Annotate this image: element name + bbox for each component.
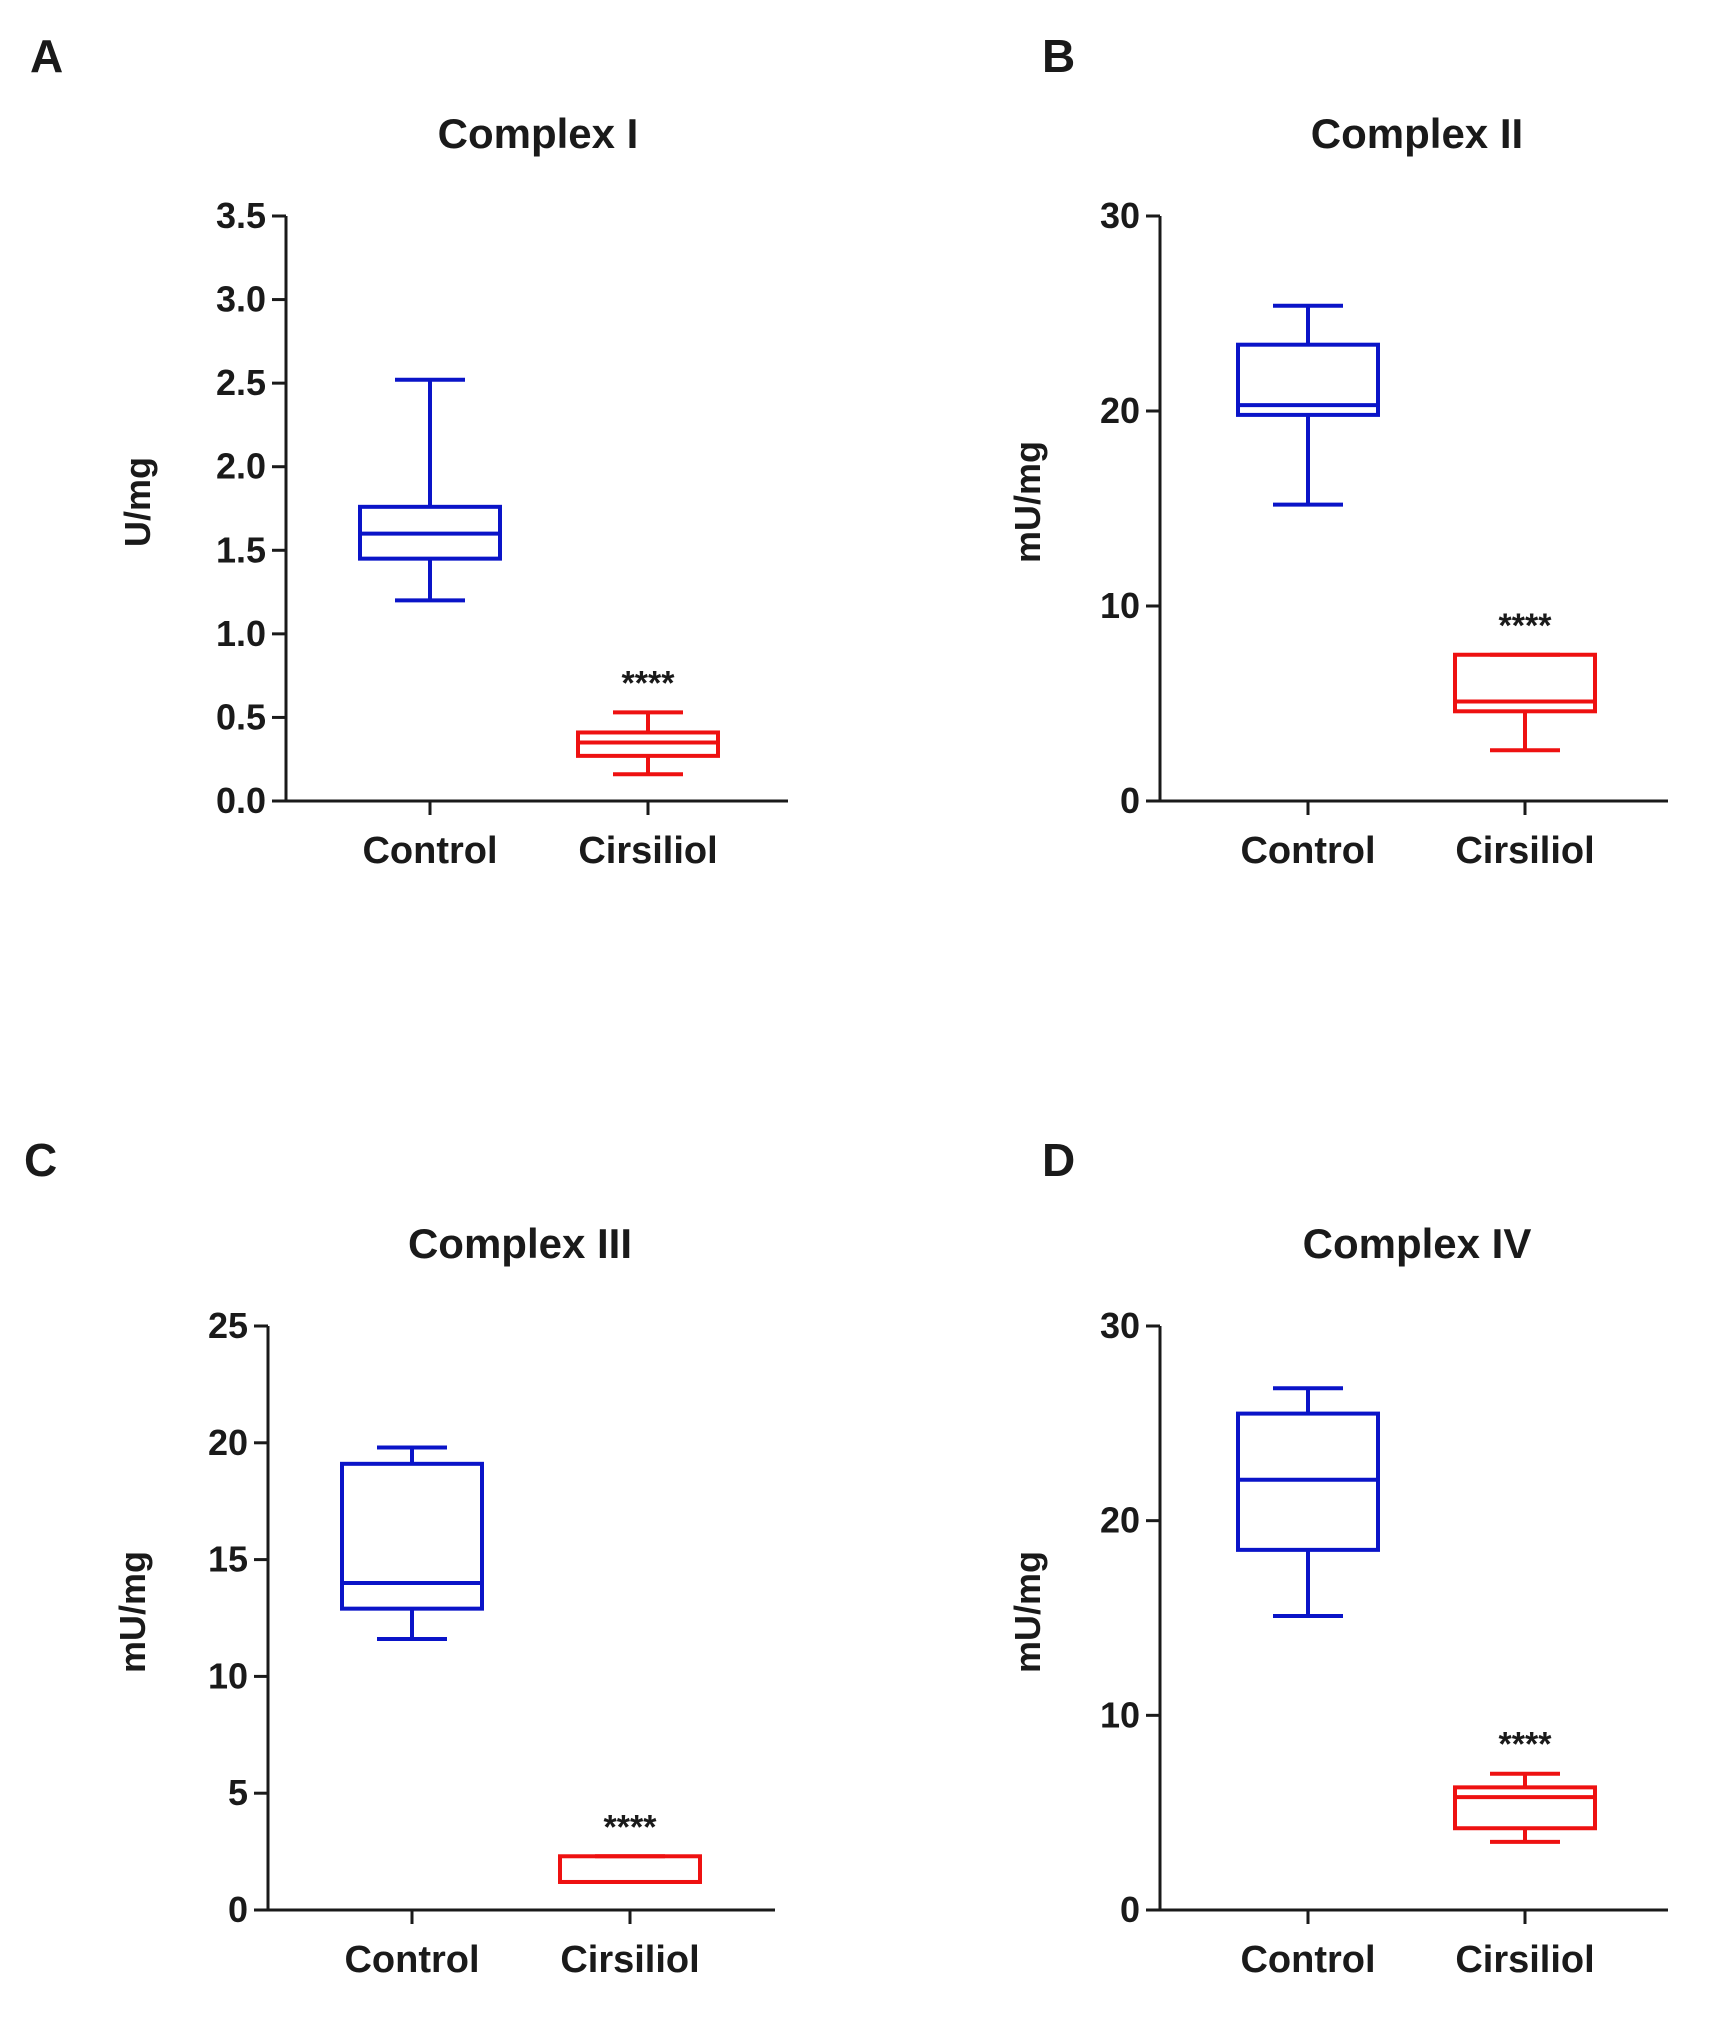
iqr-box xyxy=(340,1461,484,1611)
iqr-box xyxy=(1236,342,1380,417)
box-cirsiliol xyxy=(558,1854,702,1884)
panel-letter: D xyxy=(1042,1134,1075,1186)
box-control xyxy=(1236,1386,1380,1619)
chart-panel-c: C Complex III mU/mg 0 5 10 15 20 25 Control Cirsil… xyxy=(24,1134,775,1981)
y-tick-label: 3.0 xyxy=(216,279,266,320)
chart-title: Complex III xyxy=(408,1220,632,1267)
x-tick-label: Control xyxy=(1240,830,1375,872)
chart-panel-b: B Complex II mU/mg 0 10 20 30 Control Cirsiliol *… xyxy=(1007,30,1668,872)
x-tick-label: Cirsiliol xyxy=(1455,830,1594,872)
box-cirsiliol xyxy=(1453,652,1597,753)
box-control xyxy=(358,377,502,603)
y-tick-label: 20 xyxy=(208,1422,248,1463)
y-tick-label: 30 xyxy=(1100,195,1140,236)
x-tick-label: Cirsiliol xyxy=(578,830,717,872)
y-tick-label: 2.0 xyxy=(216,446,266,487)
panel-letter: B xyxy=(1042,30,1075,82)
y-tick-label: 20 xyxy=(1100,390,1140,431)
y-tick-label: 3.5 xyxy=(216,195,266,236)
significance-marker: **** xyxy=(1499,1726,1553,1764)
significance-marker: **** xyxy=(622,664,676,702)
y-tick-label: 5 xyxy=(228,1772,248,1813)
panel-letter: C xyxy=(24,1134,57,1186)
iqr-box xyxy=(1453,1785,1597,1831)
y-axis-label: U/mg xyxy=(117,457,158,547)
chart-title: Complex II xyxy=(1311,110,1523,157)
y-axis-label: mU/mg xyxy=(112,1551,153,1673)
y-tick-label: 0.5 xyxy=(216,696,266,737)
significance-marker: **** xyxy=(604,1808,658,1846)
panel-letter: A xyxy=(30,30,63,82)
chart-panel-a: A Complex I U/mg 0.0 0.5 1.0 1.5 2.0 2.5 3.0 3.5 Co… xyxy=(30,30,788,872)
iqr-box xyxy=(558,1854,702,1884)
y-tick-label: 15 xyxy=(208,1539,248,1580)
chart-title: Complex I xyxy=(438,110,639,157)
x-tick-label: Cirsiliol xyxy=(560,1939,699,1981)
x-tick-label: Control xyxy=(344,1939,479,1981)
y-tick-label: 1.0 xyxy=(216,613,266,654)
y-tick-label: 30 xyxy=(1100,1305,1140,1346)
y-tick-label: 25 xyxy=(208,1305,248,1346)
y-tick-label: 10 xyxy=(1100,1694,1140,1735)
x-tick-label: Control xyxy=(362,830,497,872)
y-axis-label: mU/mg xyxy=(1007,441,1048,563)
box-cirsiliol xyxy=(1453,1771,1597,1844)
x-tick-label: Control xyxy=(1240,1939,1375,1981)
significance-marker: **** xyxy=(1499,607,1553,645)
box-cirsiliol xyxy=(576,710,720,777)
y-tick-label: 0 xyxy=(1120,780,1140,821)
y-tick-label: 0.0 xyxy=(216,780,266,821)
box-control xyxy=(340,1445,484,1642)
y-tick-label: 0 xyxy=(228,1889,248,1930)
chart-title: Complex IV xyxy=(1303,1220,1532,1267)
x-tick-label: Cirsiliol xyxy=(1455,1939,1594,1981)
chart-panel-d: D Complex IV mU/mg 0 10 20 30 Control Cirsiliol *… xyxy=(1007,1134,1668,1981)
y-axis-label: mU/mg xyxy=(1007,1551,1048,1673)
y-tick-label: 20 xyxy=(1100,1500,1140,1541)
y-tick-label: 1.5 xyxy=(216,529,266,570)
y-tick-label: 10 xyxy=(208,1655,248,1696)
y-tick-label: 2.5 xyxy=(216,362,266,403)
box-control xyxy=(1236,303,1380,507)
iqr-box xyxy=(1453,652,1597,714)
y-tick-label: 10 xyxy=(1100,585,1140,626)
y-tick-label: 0 xyxy=(1120,1889,1140,1930)
